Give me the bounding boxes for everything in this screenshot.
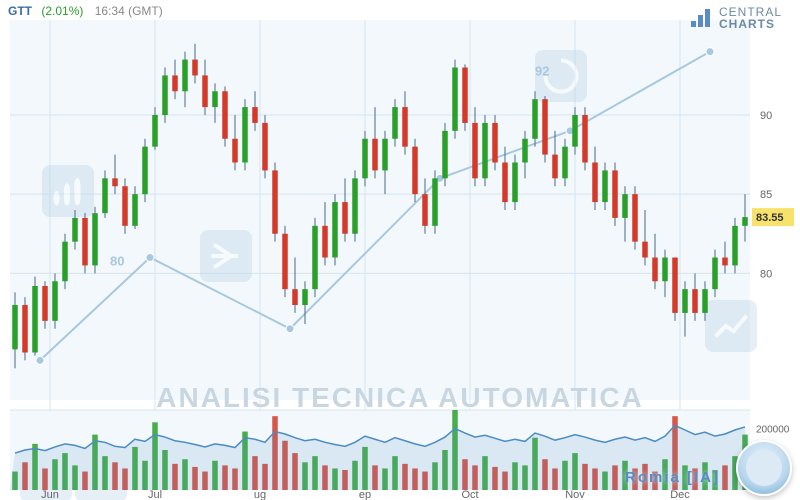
svg-text:Dec: Dec	[670, 489, 690, 500]
header-bar: GTT (2.01%) 16:34 (GMT)	[8, 4, 163, 18]
assistant-avatar[interactable]	[736, 440, 792, 496]
centralcharts-logo[interactable]: CENTRAL CHARTS	[691, 6, 782, 30]
timestamp: 16:34 (GMT)	[95, 4, 163, 18]
bars-icon	[42, 165, 94, 217]
svg-text:80: 80	[760, 268, 772, 280]
svg-text:200000: 200000	[756, 424, 790, 435]
arrow-right-icon	[200, 230, 252, 282]
svg-text:ep: ep	[359, 489, 371, 500]
svg-text:ug: ug	[254, 489, 266, 500]
svg-text:90: 90	[760, 110, 772, 122]
chart-svg: 8092103 808590 200000 JunJulugepOctNovDe…	[0, 0, 800, 500]
pct-change: (2.01%)	[41, 4, 83, 18]
svg-text:92: 92	[535, 63, 549, 78]
svg-text:Jul: Jul	[148, 489, 162, 500]
svg-text:Nov: Nov	[565, 489, 585, 500]
svg-text:85: 85	[760, 189, 772, 201]
svg-text:Jun: Jun	[41, 489, 59, 500]
chart-container: GTT (2.01%) 16:34 (GMT) CENTRAL CHARTS 8…	[0, 0, 800, 500]
svg-text:83.55: 83.55	[756, 212, 784, 224]
ticker-symbol: GTT	[8, 4, 32, 18]
svg-text:Oct: Oct	[461, 489, 478, 500]
chart-line-icon	[705, 300, 757, 352]
logo-icon	[691, 9, 713, 27]
logo-text: CENTRAL CHARTS	[719, 6, 782, 30]
svg-text:80: 80	[110, 253, 124, 268]
romia-label: Romia [IA]	[625, 469, 720, 486]
